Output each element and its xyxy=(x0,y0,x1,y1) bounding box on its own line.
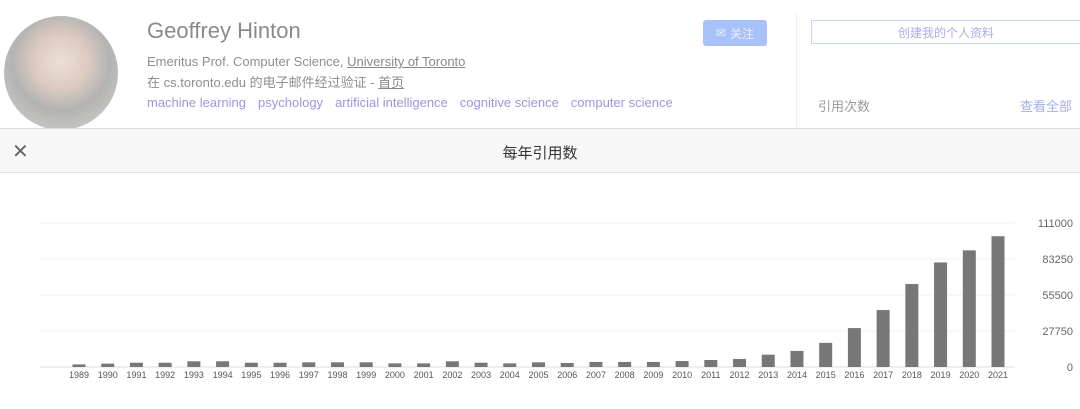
bar-2018 xyxy=(905,283,919,367)
bar-2001 xyxy=(417,363,431,367)
x-tick-label: 2006 xyxy=(557,370,577,380)
bar-1995 xyxy=(244,362,258,367)
x-tick-label: 1995 xyxy=(241,370,261,380)
x-tick-label: 2011 xyxy=(701,370,720,380)
citations-per-year-dialog: ✕ 每年引用数 0 27750 55500 83250 111000 1989 1990 19… xyxy=(0,128,1080,409)
x-tick-label: 1996 xyxy=(270,370,290,380)
x-tick-label: 2002 xyxy=(442,370,462,380)
bar-1992 xyxy=(158,362,172,367)
bar-2016 xyxy=(847,328,861,367)
close-icon[interactable]: ✕ xyxy=(12,141,29,163)
follow-button[interactable]: ✉ 关注 xyxy=(703,20,767,46)
bar-1989 xyxy=(72,364,86,367)
bar-1998 xyxy=(330,362,344,367)
x-tick-label: 2012 xyxy=(730,370,750,380)
bar-2007 xyxy=(589,361,603,367)
bar-1999 xyxy=(359,362,373,367)
bar-2015 xyxy=(819,342,833,367)
y-tick-label: 111000 xyxy=(1038,218,1073,230)
bar-2000 xyxy=(388,363,402,367)
affiliation-text: Emeritus Prof. Computer Science, xyxy=(147,54,348,69)
x-tick-label: 1991 xyxy=(126,370,146,380)
profile-header: Geoffrey Hinton Emeritus Prof. Computer … xyxy=(0,0,1080,130)
citations-heading: 引用次数 xyxy=(818,99,871,114)
affiliation: Emeritus Prof. Computer Science, Univers… xyxy=(147,54,465,69)
x-tick-label: 1994 xyxy=(213,370,233,380)
follow-label: 关注 xyxy=(730,26,755,41)
bar-2008 xyxy=(618,361,632,367)
x-tick-label: 2017 xyxy=(873,370,893,380)
x-tick-label: 2010 xyxy=(672,370,692,380)
x-tick-label: 1989 xyxy=(69,370,89,380)
x-tick-label: 2020 xyxy=(959,370,979,380)
tag-link[interactable]: psychology xyxy=(258,95,324,110)
create-profile-button[interactable]: 创建我的个人资料 xyxy=(811,20,1080,44)
y-tick-label: 55500 xyxy=(1042,290,1073,302)
x-tick-label: 2013 xyxy=(758,370,778,380)
email-text: 在 cs.toronto.edu 的电子邮件经过验证 - xyxy=(147,75,379,90)
tag-link[interactable]: machine learning xyxy=(147,95,247,110)
x-tick-label: 1990 xyxy=(98,370,118,380)
x-tick-label: 2000 xyxy=(385,370,405,380)
bar-2006 xyxy=(560,362,574,367)
y-tick-label: 0 xyxy=(1067,362,1073,374)
homepage-link[interactable]: 首页 xyxy=(378,75,405,90)
x-tick-label: 2015 xyxy=(816,370,836,380)
x-tick-label: 1993 xyxy=(184,370,204,380)
x-tick-label: 1992 xyxy=(155,370,175,380)
bar-1997 xyxy=(302,362,316,367)
bar-2014 xyxy=(790,350,804,367)
tag-link[interactable]: computer science xyxy=(570,95,673,110)
tag-link[interactable]: artificial intelligence xyxy=(335,95,448,110)
x-tick-label: 2004 xyxy=(500,370,520,380)
bar-1991 xyxy=(129,362,143,367)
bar-2010 xyxy=(675,361,689,367)
dialog-title: 每年引用数 xyxy=(502,145,578,162)
bar-2021 xyxy=(991,236,1005,367)
avatar xyxy=(4,16,118,130)
bar-2013 xyxy=(761,354,775,367)
mail-plus-icon: ✉ xyxy=(715,26,727,40)
interest-tags: machine learning psychology artificial int… xyxy=(147,95,685,110)
y-tick-label: 83250 xyxy=(1042,254,1073,266)
bar-2012 xyxy=(733,358,747,367)
bar-2017 xyxy=(876,310,890,367)
x-tick-label: 2018 xyxy=(902,370,922,380)
x-tick-label: 2005 xyxy=(528,370,548,380)
x-tick-label: 2001 xyxy=(414,370,434,380)
x-tick-label: 1999 xyxy=(356,370,376,380)
x-tick-label: 2019 xyxy=(931,370,951,380)
bar-2005 xyxy=(532,362,545,367)
x-tick-label: 2009 xyxy=(643,370,663,380)
x-tick-label: 2014 xyxy=(787,370,807,380)
bar-2004 xyxy=(503,363,517,367)
bar-2002 xyxy=(445,361,459,367)
x-tick-label: 2007 xyxy=(586,370,606,380)
divider xyxy=(796,14,797,128)
affiliation-link[interactable]: University of Toronto xyxy=(347,54,466,69)
x-tick-label: 1997 xyxy=(299,370,319,380)
y-tick-label: 27750 xyxy=(1042,326,1073,338)
bar-2009 xyxy=(646,361,660,367)
bar-2003 xyxy=(474,362,488,367)
x-tick-label: 2008 xyxy=(615,370,635,380)
bar-2020 xyxy=(962,250,976,367)
citations-bar-chart: 0 27750 55500 83250 111000 1989 1990 1991 1992 19… xyxy=(40,218,1073,380)
view-all-link[interactable]: 查看全部 xyxy=(1020,99,1073,114)
email-verification: 在 cs.toronto.edu 的电子邮件经过验证 - 首页 xyxy=(147,72,404,91)
bar-1996 xyxy=(273,362,287,367)
x-tick-label: 2003 xyxy=(471,370,491,380)
dialog-header: ✕ 每年引用数 xyxy=(0,129,1080,173)
tag-link[interactable]: cognitive science xyxy=(459,95,559,110)
bar-1993 xyxy=(187,361,201,367)
bar-2019 xyxy=(934,262,948,367)
x-tick-label: 2021 xyxy=(988,370,1008,380)
bar-2011 xyxy=(704,359,718,367)
profile-name: Geoffrey Hinton xyxy=(147,18,301,43)
x-tick-label: 1998 xyxy=(327,370,347,380)
bar-1994 xyxy=(216,361,230,367)
bar-1990 xyxy=(101,363,115,367)
x-tick-label: 2016 xyxy=(844,370,864,380)
